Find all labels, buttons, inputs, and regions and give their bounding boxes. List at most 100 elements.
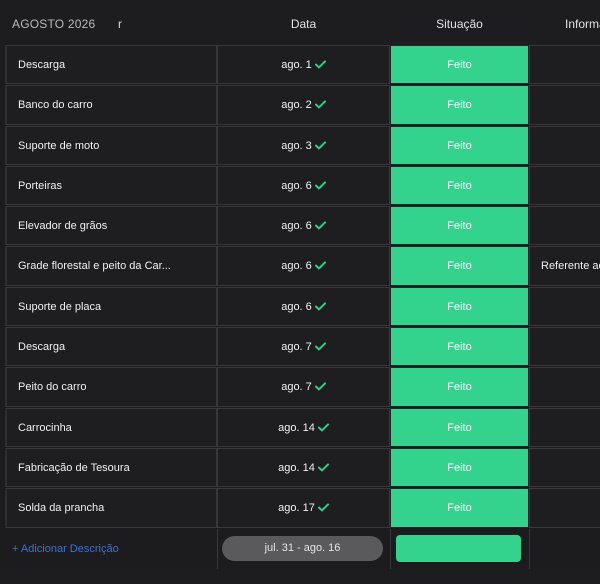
date-cell[interactable]: ago. 14 (217, 447, 390, 488)
group-title[interactable]: AGOSTO 2026 (12, 17, 96, 31)
status-cell[interactable]: Feito (390, 206, 529, 246)
item-name: Peito do carro (18, 381, 87, 394)
date-cell[interactable]: ago. 7 (217, 367, 390, 407)
check-icon (314, 342, 326, 351)
table-row[interactable]: Suporte de placa ago. 6 Feito (0, 286, 600, 327)
table-row[interactable]: Peito do carro ago. 7 Feito (0, 367, 600, 407)
table-row[interactable]: Porteiras ago. 6 Feito (0, 165, 600, 206)
status-cell[interactable]: Feito (390, 45, 529, 85)
date-value-wrap: ago. 7 (218, 381, 389, 393)
info-cell[interactable] (529, 447, 600, 488)
table-row[interactable]: Descarga ago. 7 Feito (0, 327, 600, 367)
info-cell[interactable] (529, 206, 600, 246)
status-cell[interactable]: Feito (390, 125, 529, 165)
date-cell[interactable]: ago. 3 (217, 125, 390, 165)
date-cell[interactable]: ago. 2 (217, 85, 390, 125)
info-cell[interactable] (529, 327, 600, 367)
info-cell[interactable] (529, 286, 600, 327)
item-name-cell[interactable]: Grade florestal e peito da Car... (5, 246, 217, 286)
item-name: Elevador de grãos (18, 220, 108, 233)
item-name-cell[interactable]: Peito do carro (5, 367, 217, 407)
info-cell[interactable] (529, 488, 600, 528)
date-cell[interactable]: ago. 1 (217, 45, 390, 85)
date-value: ago. 7 (281, 381, 312, 394)
status-cell[interactable]: Feito (390, 367, 529, 407)
item-name-cell[interactable]: Descarga (5, 327, 217, 367)
table-row[interactable]: Descarga ago. 1 Feito (0, 45, 600, 85)
status-cell[interactable]: Feito (390, 286, 529, 327)
date-cell[interactable]: ago. 7 (217, 327, 390, 367)
info-text: Referente ac (541, 260, 600, 273)
item-name: Descarga (18, 59, 66, 71)
date-value: ago. 2 (281, 99, 312, 112)
status-cell[interactable]: Feito (390, 165, 529, 206)
table-row[interactable]: Suporte de moto ago. 3 Feito (0, 125, 600, 166)
group-footer: + Adicionar Descrição jul. 31 - ago. 16 (0, 529, 600, 569)
status-cell[interactable]: Feito (390, 327, 529, 367)
status-label: Feito (447, 99, 472, 112)
item-name: Carrocinha (18, 421, 72, 434)
date-cell[interactable]: ago. 6 (217, 246, 390, 286)
item-name-cell[interactable]: Fabricação de Tesoura (5, 447, 217, 488)
info-cell[interactable] (529, 45, 600, 85)
add-item-link[interactable]: + Adicionar Descrição (12, 543, 119, 555)
check-icon (314, 100, 326, 109)
group-header: AGOSTO 2026 r Data Situação Informa (0, 0, 600, 45)
column-header-status[interactable]: Situação (436, 17, 483, 31)
item-name-cell[interactable]: Suporte de placa (5, 286, 217, 327)
date-range-summary[interactable]: jul. 31 - ago. 16 (222, 536, 383, 561)
date-value-wrap: ago. 14 (218, 422, 389, 434)
info-cell[interactable] (529, 165, 600, 206)
info-cell[interactable] (529, 125, 600, 165)
table-row[interactable]: Fabricação de Tesoura ago. 14 Feito (0, 447, 600, 488)
status-label: Feito (447, 461, 472, 474)
item-name: Solda da prancha (18, 502, 105, 515)
date-cell[interactable]: ago. 6 (217, 286, 390, 327)
date-value: ago. 1 (281, 59, 312, 71)
check-icon (314, 261, 326, 270)
item-name-cell[interactable]: Carrocinha (5, 407, 217, 447)
item-name-cell[interactable]: Solda da prancha (5, 488, 217, 528)
date-value: ago. 6 (281, 260, 312, 273)
date-value: ago. 6 (281, 179, 312, 192)
column-divider (390, 529, 391, 569)
date-value: ago. 6 (281, 300, 312, 313)
date-value: ago. 3 (281, 139, 312, 152)
status-label: Feito (447, 59, 472, 71)
column-header-date[interactable]: Data (290, 17, 317, 31)
status-label: Feito (447, 260, 472, 273)
status-summary-bar[interactable] (396, 535, 521, 562)
status-cell[interactable]: Feito (390, 85, 529, 125)
status-label: Feito (447, 179, 472, 192)
table-row[interactable]: Elevador de grãos ago. 6 Feito (0, 206, 600, 246)
date-cell[interactable]: ago. 6 (217, 206, 390, 246)
status-cell[interactable]: Feito (390, 447, 529, 488)
info-cell[interactable] (529, 407, 600, 447)
column-header-info[interactable]: Informa (565, 17, 600, 31)
item-name: Descarga (18, 341, 66, 354)
column-divider (529, 529, 530, 569)
date-cell[interactable]: ago. 6 (217, 165, 390, 206)
table-row[interactable]: Carrocinha ago. 14 Feito (0, 407, 600, 448)
date-cell[interactable]: ago. 14 (217, 407, 390, 447)
table-row[interactable]: Banco do carro ago. 2 Feito (0, 85, 600, 125)
check-icon (314, 140, 326, 149)
table-row[interactable]: Grade florestal e peito da Car... ago. 6 F… (0, 246, 600, 286)
info-cell[interactable] (529, 85, 600, 125)
info-cell[interactable]: Referente ac (529, 246, 600, 286)
item-name-cell[interactable]: Elevador de grãos (5, 206, 217, 246)
item-name-cell[interactable]: Banco do carro (5, 85, 217, 125)
info-cell[interactable] (529, 367, 600, 407)
table-row[interactable]: Solda da prancha ago. 17 Feito (0, 488, 600, 528)
item-name-cell[interactable]: Porteiras (5, 165, 217, 206)
column-divider (217, 529, 218, 569)
item-name-cell[interactable]: Suporte de moto (5, 125, 217, 165)
item-name-cell[interactable]: Descarga (5, 45, 217, 85)
check-icon (317, 423, 329, 432)
status-cell[interactable]: Feito (390, 246, 529, 286)
status-cell[interactable]: Feito (390, 407, 529, 447)
date-value-wrap: ago. 2 (218, 99, 389, 111)
date-cell[interactable]: ago. 17 (217, 488, 390, 528)
status-cell[interactable]: Feito (390, 488, 529, 528)
item-name: Banco do carro (18, 99, 93, 112)
